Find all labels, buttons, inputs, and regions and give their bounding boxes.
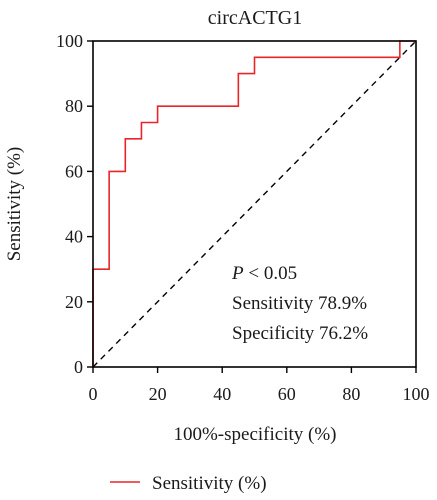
y-tick-label: 80 bbox=[65, 96, 83, 116]
x-axis-label: 100%-specificity (%) bbox=[173, 424, 336, 445]
x-tick-label: 40 bbox=[213, 384, 231, 404]
y-tick-label: 60 bbox=[65, 161, 83, 181]
p-value-italic: P bbox=[231, 263, 244, 284]
y-axis-label: Sensitivity (%) bbox=[4, 147, 25, 262]
x-tick-label: 60 bbox=[278, 384, 296, 404]
roc-curve bbox=[92, 40, 416, 367]
legend-label: Sensitivity (%) bbox=[152, 473, 267, 494]
y-tick-label: 0 bbox=[74, 357, 83, 377]
x-tick-label: 100 bbox=[403, 384, 430, 404]
p-value-annotation: P < 0.05 bbox=[231, 263, 297, 284]
plot-frame bbox=[92, 40, 417, 368]
specificity-annotation: Specificity 76.2% bbox=[232, 323, 368, 344]
y-tick-label: 20 bbox=[65, 292, 83, 312]
x-tick-label: 80 bbox=[342, 384, 360, 404]
x-tick-label: 0 bbox=[89, 384, 98, 404]
x-axis-ticks: 0 20 40 60 80 100 bbox=[89, 367, 430, 404]
x-tick-label: 20 bbox=[149, 384, 167, 404]
chart-title: circACTG1 bbox=[208, 7, 302, 29]
sensitivity-annotation: Sensitivity 78.9% bbox=[232, 293, 367, 314]
y-axis-ticks: 0 20 40 60 80 100 bbox=[56, 31, 93, 377]
y-tick-label: 100 bbox=[56, 31, 83, 51]
reference-diagonal bbox=[92, 40, 417, 368]
y-tick-label: 40 bbox=[65, 227, 83, 247]
p-value-rest: < 0.05 bbox=[244, 263, 297, 284]
